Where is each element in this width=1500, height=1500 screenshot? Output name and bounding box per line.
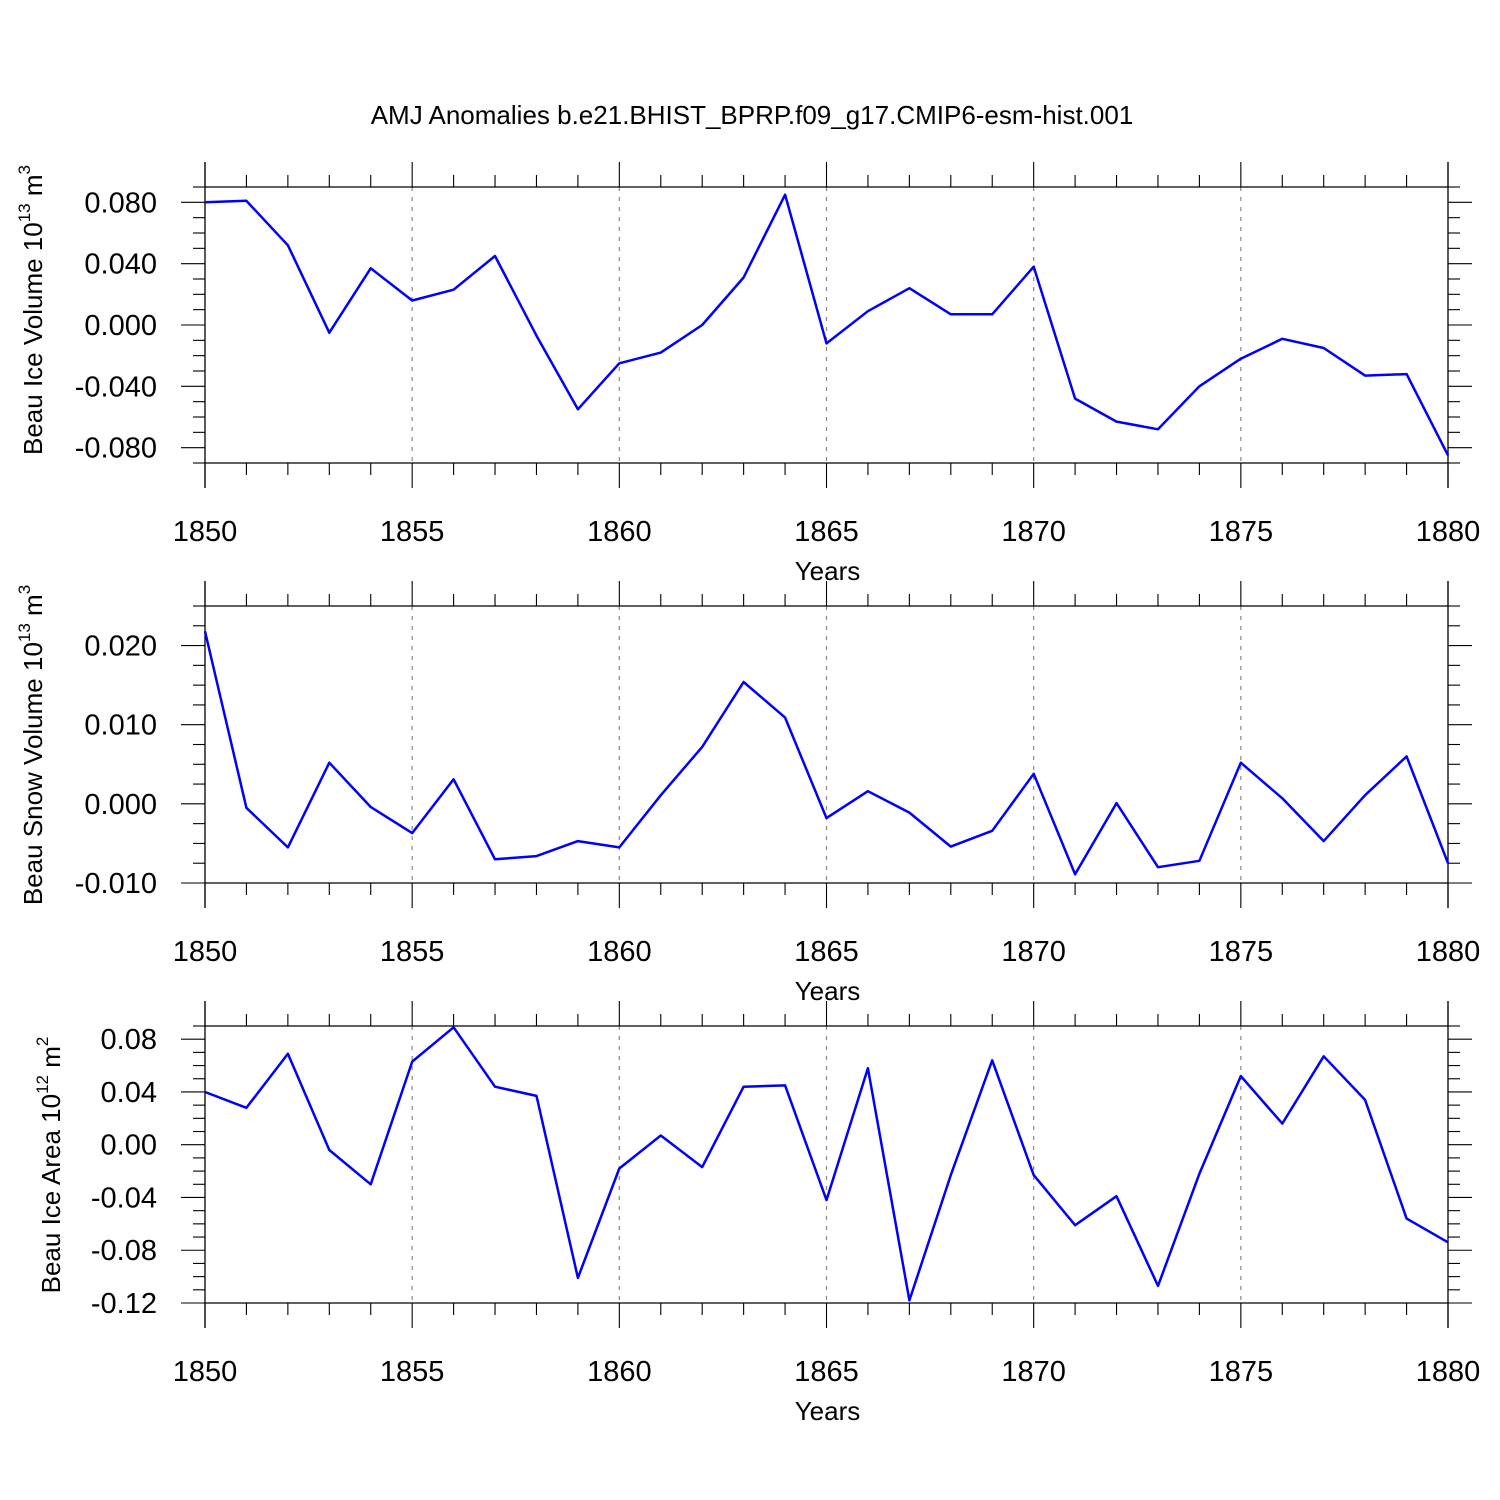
x-tick-label: 1850 [173,1356,238,1388]
x-tick-label: 1860 [587,936,652,968]
x-tick-label: 1855 [380,936,445,968]
y-tick-label: 0.020 [84,631,157,663]
x-tick-label: 1865 [794,936,859,968]
y-tick-label: 0.080 [84,187,157,219]
x-tick-label: 1850 [173,936,238,968]
y-axis-label: Beau Ice Area 1012 m2 [33,1037,66,1294]
y-tick-label: 0.08 [101,1024,157,1056]
y-axis-label: Beau Snow Volume 1013 m3 [15,585,48,905]
x-tick-label: 1865 [794,516,859,548]
y-tick-label: 0.040 [84,249,157,281]
x-tick-label: 1875 [1209,936,1274,968]
x-axis-label: Years [795,976,861,1006]
x-tick-label: 1875 [1209,516,1274,548]
x-tick-label: 1880 [1416,1356,1481,1388]
x-tick-label: 1865 [794,1356,859,1388]
chart-title: AMJ Anomalies b.e21.BHIST_BPRP.f09_g17.C… [371,100,1134,130]
x-tick-label: 1855 [380,1356,445,1388]
y-tick-label: -0.08 [91,1235,157,1267]
y-tick-label: 0.000 [84,310,157,342]
chart-panel-1: -0.080 -0.040 0.000 0.040 0.080 1850 1855 1860 1… [15,162,1480,586]
x-tick-label: 1870 [1001,516,1066,548]
y-tick-label: -0.12 [91,1288,157,1320]
x-tick-label: 1850 [173,516,238,548]
y-tick-label: -0.010 [75,868,157,900]
chart-panel-2: -0.010 0.000 0.010 0.020 1850 1855 1860 1865 187… [15,581,1480,1006]
y-tick-label: 0.04 [101,1077,157,1109]
x-axis-label: Years [795,1396,861,1426]
data-line [203,631,1450,876]
chart-panel-3: -0.12 -0.08 -0.04 0.00 0.04 0.08 1850 1855 1860 1… [33,1001,1480,1426]
y-tick-label: 0.000 [84,789,157,821]
x-tick-label: 1875 [1209,1356,1274,1388]
x-axis-label: Years [795,556,861,586]
x-tick-label: 1870 [1001,936,1066,968]
y-tick-label: 0.010 [84,710,157,742]
y-tick-label: -0.080 [75,433,157,465]
x-tick-label: 1855 [380,516,445,548]
x-tick-label: 1870 [1001,1356,1066,1388]
x-tick-label: 1860 [587,516,652,548]
y-tick-label: -0.040 [75,371,157,403]
x-tick-label: 1880 [1416,936,1481,968]
x-tick-label: 1860 [587,1356,652,1388]
y-tick-label: 0.00 [101,1130,157,1162]
y-tick-label: -0.04 [91,1182,157,1214]
x-tick-label: 1880 [1416,516,1481,548]
data-line [204,1026,1449,1302]
data-line [204,193,1450,456]
y-axis-label: Beau Ice Volume 1013 m3 [15,165,48,455]
